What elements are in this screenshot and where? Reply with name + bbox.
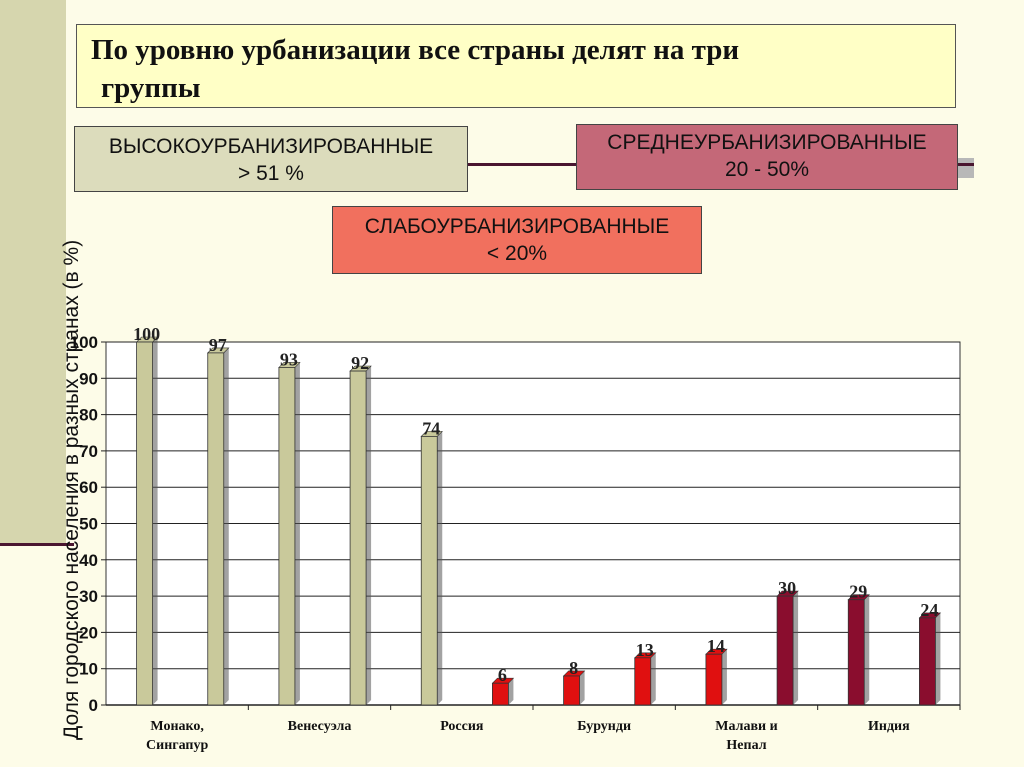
bar bbox=[492, 682, 509, 706]
bar-side bbox=[721, 649, 727, 705]
bar-side bbox=[437, 431, 443, 705]
x-tick-label: Бурунди bbox=[577, 719, 631, 734]
bar-side bbox=[508, 678, 514, 705]
title-box: По уровню урбанизации все страны делят н… bbox=[76, 24, 956, 108]
y-tick-label: 80 bbox=[79, 406, 98, 425]
x-tick-label: Сингапур bbox=[146, 738, 208, 753]
x-tick-label: Непал bbox=[726, 738, 766, 753]
data-label: 14 bbox=[707, 636, 725, 656]
data-label: 29 bbox=[849, 582, 867, 602]
x-tick-label: Малави и bbox=[715, 719, 777, 734]
bar bbox=[776, 595, 794, 706]
category-mid-range: 20 - 50% bbox=[724, 158, 810, 181]
y-tick-label: 100 bbox=[70, 333, 98, 352]
category-high-range: > 51 % bbox=[238, 162, 304, 185]
bar bbox=[919, 617, 936, 706]
data-label: 74 bbox=[422, 418, 440, 438]
category-mid-box: СРЕДНЕУРБАНИЗИРОВАННЫЕ 20 - 50% bbox=[576, 124, 958, 190]
y-tick-label: 90 bbox=[79, 369, 98, 388]
y-axis-title: Доля городского населения в разных стран… bbox=[60, 239, 83, 740]
bar-side bbox=[294, 362, 300, 705]
y-tick-label: 40 bbox=[79, 551, 98, 570]
left-decor-rule bbox=[0, 543, 74, 546]
y-tick-label: 0 bbox=[89, 696, 98, 715]
data-label: 92 bbox=[351, 353, 369, 373]
category-high-box: ВЫСОКОУРБАНИЗИРОВАННЫЕ > 51 % bbox=[74, 126, 468, 192]
bar-side bbox=[650, 652, 656, 705]
x-tick-label: Индия bbox=[868, 719, 910, 734]
data-label: 13 bbox=[636, 640, 654, 660]
data-label: 97 bbox=[209, 335, 227, 355]
bar bbox=[420, 435, 438, 706]
bar-side bbox=[223, 347, 229, 705]
bar-side bbox=[579, 670, 585, 705]
title-line-2: группы bbox=[101, 72, 201, 104]
category-high-label: ВЫСОКОУРБАНИЗИРОВАННЫЕ bbox=[108, 135, 434, 158]
y-tick-label: 30 bbox=[79, 587, 98, 606]
bar-side bbox=[152, 337, 158, 705]
category-mid-label: СРЕДНЕУРБАНИЗИРОВАННЫЕ bbox=[607, 131, 927, 154]
data-label: 6 bbox=[498, 665, 507, 685]
data-label: 24 bbox=[920, 600, 938, 620]
page-title: По уровню урбанизации все страны делят н… bbox=[91, 31, 851, 107]
bar-side bbox=[935, 612, 941, 705]
data-label: 8 bbox=[569, 658, 578, 678]
x-tick-label: Монако, bbox=[150, 719, 203, 734]
bar-side bbox=[366, 366, 372, 705]
y-tick-label: 50 bbox=[79, 515, 98, 534]
y-tick-label: 10 bbox=[79, 660, 98, 679]
bar bbox=[847, 599, 865, 706]
bar bbox=[207, 352, 225, 706]
data-label: 93 bbox=[280, 349, 298, 369]
x-tick-label: Россия bbox=[440, 719, 484, 734]
bar bbox=[563, 675, 580, 706]
bar-side bbox=[793, 591, 799, 705]
x-tick-label: Венесуэла bbox=[288, 719, 352, 734]
bar bbox=[136, 341, 153, 706]
bar-side bbox=[864, 594, 870, 705]
title-line-1: По уровню урбанизации все страны делят н… bbox=[91, 34, 740, 66]
y-tick-label: 60 bbox=[79, 478, 98, 497]
left-decor-band bbox=[0, 0, 66, 545]
data-label: 100 bbox=[133, 324, 160, 344]
category-low-label: СЛАБОУРБАНИЗИРОВАННЫЕ bbox=[364, 215, 670, 238]
y-tick-label: 70 bbox=[79, 442, 98, 461]
category-low-range: < 20% bbox=[486, 242, 548, 265]
bar bbox=[705, 653, 723, 706]
data-label: 30 bbox=[778, 578, 796, 598]
bar bbox=[278, 367, 296, 706]
category-low-box: СЛАБОУРБАНИЗИРОВАННЫЕ < 20% bbox=[332, 206, 702, 274]
bar bbox=[349, 370, 367, 706]
bar bbox=[634, 657, 652, 706]
y-tick-label: 20 bbox=[79, 623, 98, 642]
